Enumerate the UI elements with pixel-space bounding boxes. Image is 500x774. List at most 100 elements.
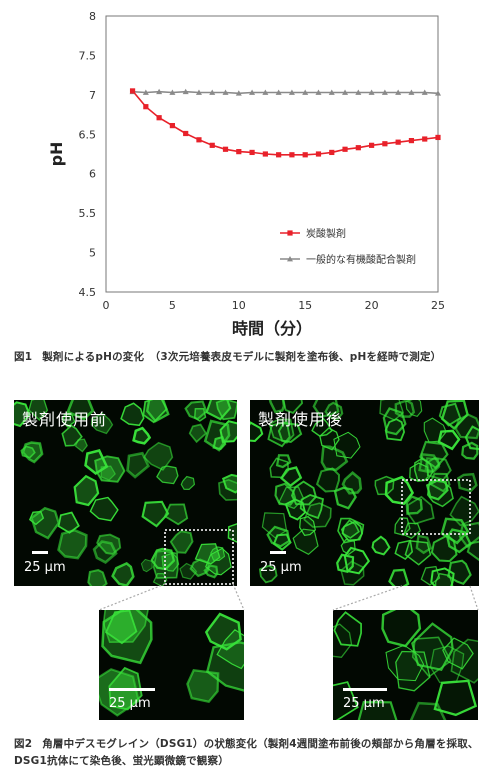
cell-shape [73,474,100,507]
cell-shape [156,465,179,485]
cell-shape [374,475,395,496]
x-tick-label: 10 [232,299,246,312]
cell-shape [204,612,242,651]
cell-shape [193,407,207,422]
data-point [249,149,255,156]
data-point [182,88,189,95]
data-point [328,89,335,95]
data-point [408,137,415,144]
figure2-number: 図2 [14,738,33,750]
data-point [421,89,428,95]
x-axis-label: 時間（分） [232,319,312,338]
legend-marker [287,230,293,236]
cell-shape [333,623,353,658]
cell-shape [454,413,479,440]
cell-shape [28,400,49,421]
data-point [382,141,388,147]
data-point [289,152,295,158]
cell-shape [215,400,237,421]
micrograph-after-zoom: 25 μm [333,610,478,720]
x-tick-label: 5 [169,299,176,312]
cell-shape [94,455,126,483]
cell-shape [292,528,319,556]
micrograph-after-image [250,400,479,586]
cell-shape [100,465,116,481]
y-tick-label: 5 [89,247,96,260]
y-tick-label: 4.5 [79,286,97,299]
data-point [169,89,176,95]
data-point [222,146,229,152]
data-point [355,89,362,95]
cell-shape [404,539,432,566]
data-point [262,89,269,95]
cell-shape [120,402,145,427]
cell-shape [411,636,452,678]
cell-shape [268,418,295,444]
plot-frame [105,15,439,293]
cell-shape [227,523,237,543]
cell-shape [30,506,60,540]
cell-shape [186,668,220,703]
data-point [262,151,268,157]
data-point [222,89,229,95]
legend-marker [287,256,293,262]
cell-shape [424,457,441,473]
cell-shape [90,412,114,435]
cell-shape [315,467,341,493]
data-point [329,149,335,156]
x-tick-label: 25 [431,299,445,312]
scale-bar [270,551,286,554]
cell-shape [381,610,422,648]
micrograph-after: 製剤使用後 25 μm [250,400,479,586]
scale-bar [109,688,155,691]
micrograph-after-zoom-image [333,610,478,720]
cell-shape [312,400,340,418]
micrograph-before-zoom-image [99,610,244,717]
data-point [196,137,202,143]
data-point [249,89,256,95]
data-point [209,142,215,148]
cell-shape [132,426,152,445]
cell-shape [61,413,76,428]
data-point [195,89,202,95]
data-point [342,89,349,95]
cell-shape [143,441,174,471]
cell-shape [275,454,292,469]
cell-shape [282,400,304,414]
cell-shape [311,417,333,437]
cell-shape [96,533,122,556]
data-point [183,130,189,137]
y-axis-label: pH [47,142,66,167]
scale-bar [32,551,48,554]
cell-shape [447,559,472,586]
cell-shape [102,610,149,644]
cell-shape [405,400,423,418]
cell-shape [169,530,194,554]
cell-shape [140,558,153,573]
cell-shape [341,470,363,495]
figure1-caption: 図1 製剤によるpHの変化 （3次元培養表皮モデルに製剤を塗布後、pHを経時で測定… [14,349,494,366]
cell-shape [205,400,232,421]
data-point [342,146,348,152]
figure1-number: 図1 [14,351,33,363]
cell-shape [163,503,189,526]
after-panel-label: 製剤使用後 [258,410,344,429]
cell-shape [278,486,305,510]
zoom-line [332,585,403,611]
cell-shape [188,423,208,444]
data-point [275,89,282,95]
zoom-line [469,585,479,611]
data-point [156,115,162,121]
cell-shape [180,475,196,491]
data-point [142,89,149,95]
y-tick-label: 7.5 [79,49,97,62]
y-tick-label: 7 [89,89,96,102]
cell-shape [66,400,95,421]
legend-label: 炭酸製剤 [306,227,346,240]
zoom-line [98,583,166,611]
data-point [169,123,175,129]
cell-shape [466,540,479,562]
data-point [435,134,441,141]
data-point [276,152,282,158]
zoom-line [232,583,245,611]
